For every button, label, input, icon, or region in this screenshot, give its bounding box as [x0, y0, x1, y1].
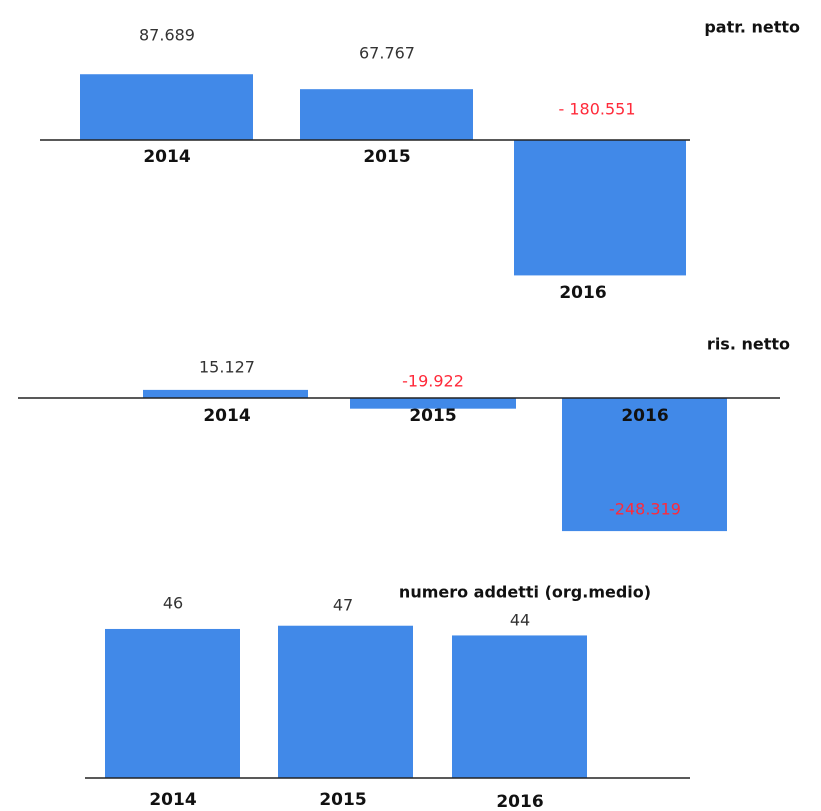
bar [80, 74, 253, 140]
category-label: 2016 [559, 283, 606, 303]
bar [562, 398, 727, 532]
category-label: 2014 [203, 406, 250, 426]
category-label: 2015 [363, 147, 410, 167]
value-label: 47 [333, 596, 353, 615]
value-label: 67.767 [359, 44, 415, 63]
bar [452, 635, 587, 778]
bar [300, 89, 473, 140]
category-label: 2014 [143, 147, 190, 167]
category-label: 2016 [496, 792, 543, 811]
category-label: 2014 [149, 790, 196, 810]
category-label: 2015 [319, 790, 366, 810]
value-label: -19.922 [402, 372, 464, 391]
value-label: 46 [163, 594, 183, 613]
value-label: 87.689 [139, 26, 195, 45]
bar [143, 389, 308, 398]
value-label: - 180.551 [558, 100, 635, 119]
value-label: -248.319 [609, 500, 681, 519]
category-label: 2016 [621, 406, 668, 426]
value-label: 15.127 [199, 358, 255, 377]
chart-title: patr. netto [704, 18, 800, 37]
value-label: 44 [510, 611, 530, 630]
bar [278, 625, 413, 778]
chart-title: numero addetti (org.medio) [399, 583, 651, 602]
bar [514, 140, 686, 276]
bar [105, 628, 240, 778]
chart-title: ris. netto [707, 335, 790, 354]
bar [350, 398, 516, 409]
category-label: 2015 [409, 406, 456, 426]
